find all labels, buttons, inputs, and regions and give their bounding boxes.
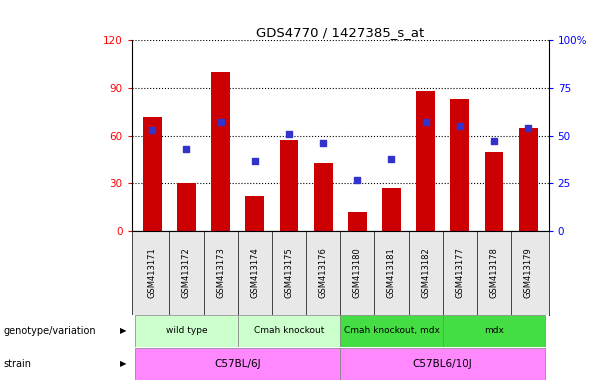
- Bar: [443, 315, 545, 347]
- Bar: [280, 141, 299, 231]
- Bar: [416, 91, 435, 231]
- Text: GSM413176: GSM413176: [319, 247, 327, 298]
- Text: mdx: mdx: [484, 326, 504, 336]
- Point: [455, 123, 465, 129]
- Bar: [451, 99, 469, 231]
- Bar: [177, 184, 196, 231]
- Text: GSM413177: GSM413177: [455, 247, 464, 298]
- Bar: [238, 315, 340, 347]
- Point: [352, 177, 362, 183]
- Text: genotype/variation: genotype/variation: [3, 326, 96, 336]
- Point: [421, 119, 430, 126]
- Bar: [211, 72, 230, 231]
- Bar: [143, 117, 162, 231]
- Text: ▶: ▶: [120, 359, 126, 368]
- Point: [524, 125, 533, 131]
- Bar: [348, 212, 367, 231]
- Text: GSM413174: GSM413174: [250, 247, 259, 298]
- Text: Cmah knockout, mdx: Cmah knockout, mdx: [343, 326, 440, 336]
- Text: GSM413179: GSM413179: [524, 247, 533, 298]
- Text: strain: strain: [3, 359, 31, 369]
- Text: GSM413173: GSM413173: [216, 247, 225, 298]
- Text: C57BL/6J: C57BL/6J: [215, 359, 261, 369]
- Text: wild type: wild type: [166, 326, 207, 336]
- Bar: [484, 152, 503, 231]
- Point: [147, 127, 157, 133]
- Text: Cmah knockout: Cmah knockout: [254, 326, 324, 336]
- Bar: [135, 315, 238, 347]
- Point: [489, 138, 499, 144]
- Text: GSM413182: GSM413182: [421, 247, 430, 298]
- Point: [318, 140, 328, 146]
- Bar: [382, 188, 401, 231]
- Point: [284, 131, 294, 137]
- Text: GSM413175: GSM413175: [284, 247, 294, 298]
- Point: [250, 157, 260, 164]
- Bar: [519, 128, 538, 231]
- Text: GSM413180: GSM413180: [353, 247, 362, 298]
- Text: ▶: ▶: [120, 326, 126, 336]
- Point: [181, 146, 191, 152]
- Bar: [314, 163, 332, 231]
- Point: [387, 156, 397, 162]
- Bar: [135, 348, 340, 379]
- Text: GSM413172: GSM413172: [182, 247, 191, 298]
- Text: C57BL6/10J: C57BL6/10J: [413, 359, 473, 369]
- Bar: [340, 315, 443, 347]
- Title: GDS4770 / 1427385_s_at: GDS4770 / 1427385_s_at: [256, 26, 424, 39]
- Bar: [340, 348, 545, 379]
- Text: GSM413171: GSM413171: [148, 247, 157, 298]
- Point: [216, 119, 226, 126]
- Text: GSM413178: GSM413178: [489, 247, 498, 298]
- Bar: [245, 196, 264, 231]
- Text: GSM413181: GSM413181: [387, 247, 396, 298]
